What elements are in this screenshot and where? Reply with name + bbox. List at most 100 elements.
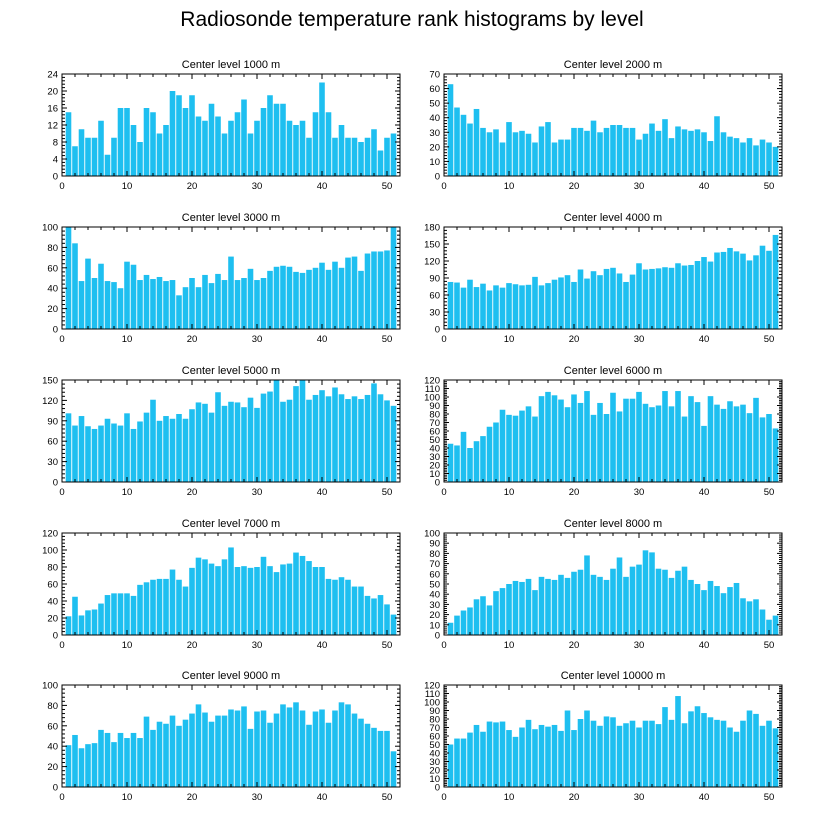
histogram-bar (85, 137, 91, 176)
histogram-bar (143, 412, 150, 482)
y-tick-label: 100 (42, 681, 58, 692)
histogram-bar (124, 738, 130, 787)
histogram-bar (111, 593, 117, 635)
histogram-bar (590, 414, 597, 482)
histogram-bar (493, 422, 499, 482)
histogram-bar (156, 721, 163, 787)
histogram-bar (636, 139, 642, 176)
y-tick-label: 50 (429, 99, 440, 110)
histogram-bar (467, 732, 473, 787)
histogram-bar (371, 129, 377, 176)
histogram-bar (629, 566, 636, 635)
histogram-panel: Center level 10000 m0 10 20 30 40 50010203040… (424, 670, 783, 803)
histogram-bar (85, 610, 91, 635)
histogram-bar (460, 738, 467, 787)
histogram-bar (759, 417, 766, 482)
histogram-bar (467, 607, 473, 635)
y-tick-label: 0 (435, 325, 440, 336)
histogram-panel: Center level 9000 m 0 10 20 30 40 50 0 20 40 60 80 1… (42, 670, 401, 803)
histogram-bar (319, 567, 325, 635)
histogram-bar (551, 395, 558, 482)
histogram-bar (234, 112, 241, 176)
y-tick-label: 20 (429, 461, 440, 472)
x-tick-label: 20 (569, 181, 580, 192)
y-tick-label: 110 (425, 689, 440, 700)
histogram-bar (267, 566, 273, 635)
histogram-bar (111, 282, 117, 329)
histogram-bar (746, 138, 753, 176)
histogram-bar (299, 555, 306, 635)
x-tick-label: 20 (569, 792, 580, 803)
histogram-bar (584, 391, 590, 482)
histogram-bar (584, 278, 590, 329)
y-tick-label: 50 (429, 740, 440, 751)
histogram-bar (215, 715, 221, 787)
histogram-bar (571, 281, 577, 329)
y-tick-label: 30 (429, 308, 440, 319)
histogram-bar (525, 284, 532, 329)
histogram-bar (499, 287, 506, 329)
histogram-bar (182, 108, 189, 176)
y-tick-label: 80 (47, 563, 58, 574)
histogram-bar (675, 696, 681, 787)
histogram-bar (273, 713, 280, 787)
histogram-bar (551, 142, 558, 176)
histogram-bar (91, 609, 98, 635)
y-tick-label: 90 (429, 706, 440, 717)
histogram-bar (117, 425, 124, 482)
y-tick-label: 60 (429, 732, 440, 743)
histogram-bar (707, 261, 714, 329)
histogram-bar (480, 436, 486, 482)
y-tick-label: 80 (429, 715, 440, 726)
panel-title: Center level 5000 m (182, 365, 280, 377)
x-tick-label: 30 (252, 334, 263, 345)
x-tick-label: 0 (59, 640, 64, 651)
histogram-bar (72, 146, 78, 176)
histogram-bar (390, 227, 397, 329)
histogram-bar (577, 402, 584, 482)
histogram-bar (733, 582, 740, 635)
histogram-bar (668, 267, 675, 329)
histogram-panel: Center level 4000 m 0 10 20 30 40 50 0 30 60 90 120… (424, 212, 783, 345)
histogram-bar (759, 139, 766, 176)
x-tick-label: 30 (634, 181, 645, 192)
histogram-bar (655, 405, 662, 482)
histogram-bar (260, 393, 267, 482)
histogram-bar (312, 711, 319, 787)
histogram-bar (662, 119, 668, 176)
x-tick-label: 30 (252, 792, 263, 803)
histogram-bar (228, 120, 234, 176)
histogram-bar (176, 725, 182, 787)
histogram-bar (189, 567, 195, 635)
histogram-bar (163, 125, 169, 176)
y-tick-label: 40 (429, 444, 440, 455)
figure-title: Radiosonde temperature rank histograms b… (180, 8, 644, 31)
y-tick-label: 8 (53, 138, 58, 149)
y-tick-label: 4 (53, 155, 58, 166)
x-tick-label: 10 (122, 181, 133, 192)
histogram-bar (564, 407, 571, 482)
histogram-bar (577, 569, 584, 635)
histogram-bar (772, 728, 779, 787)
histogram-bar (91, 278, 98, 329)
bar-group (65, 380, 397, 482)
x-tick-label: 50 (382, 334, 393, 345)
histogram-bar (473, 287, 480, 329)
histogram-bar (688, 711, 694, 787)
y-tick-label: 80 (47, 701, 58, 712)
histogram-bar (759, 725, 766, 787)
histogram-bar (701, 132, 707, 176)
histogram-bar (584, 555, 590, 635)
histogram-bar (85, 258, 91, 329)
histogram-bar (610, 125, 616, 176)
y-tick-label: 50 (429, 435, 440, 446)
histogram-bar (351, 396, 358, 482)
x-tick-label: 0 (59, 334, 64, 345)
histogram-bar (176, 95, 182, 176)
histogram-bar (85, 426, 91, 482)
bar-group (447, 391, 779, 482)
histogram-bar (766, 142, 772, 176)
histogram-bar (182, 586, 189, 635)
histogram-bar (597, 725, 603, 787)
histogram-bar (733, 406, 740, 482)
